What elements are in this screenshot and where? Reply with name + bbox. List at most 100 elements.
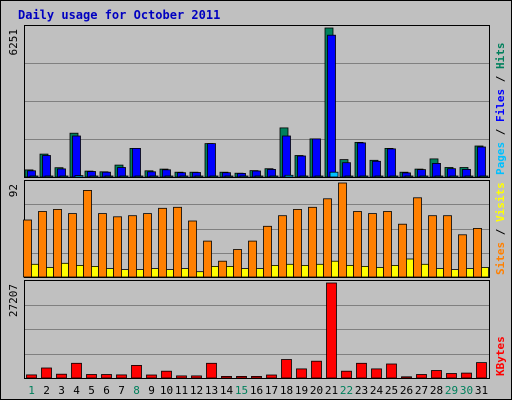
side-label: Pages / Files / Hits bbox=[494, 43, 507, 176]
bar-files-day-20 bbox=[312, 138, 321, 178]
bar-files-day-23 bbox=[357, 142, 366, 178]
bar-sites-day-26 bbox=[398, 223, 407, 278]
bar-kbytes-day-27 bbox=[416, 374, 427, 379]
day-label-24: 24 bbox=[370, 384, 384, 397]
bar-kbytes-day-14 bbox=[221, 375, 232, 379]
bar-kbytes-day-26 bbox=[401, 376, 412, 379]
day-label-31: 31 bbox=[475, 384, 488, 397]
bar-files-day-21 bbox=[327, 34, 336, 178]
day-label-11: 11 bbox=[175, 384, 188, 397]
bar-pages-day-3 bbox=[59, 175, 69, 178]
bar-files-day-18 bbox=[282, 135, 291, 178]
side-label-separator: / bbox=[494, 69, 507, 89]
side-label: Sites / Visits bbox=[494, 182, 507, 275]
bar-sites-day-6 bbox=[98, 213, 107, 278]
bar-sites-day-17 bbox=[263, 225, 272, 278]
bar-pages-day-24 bbox=[374, 175, 384, 178]
bar-pages-day-27 bbox=[419, 175, 429, 178]
bar-sites-day-14 bbox=[218, 260, 227, 278]
bar-kbytes-day-3 bbox=[56, 373, 67, 379]
bar-sites-day-29 bbox=[443, 215, 452, 278]
side-label-separator: / bbox=[494, 222, 507, 242]
bar-pages-day-16 bbox=[254, 175, 264, 178]
day-label-15: 15 bbox=[235, 384, 248, 397]
bar-kbytes-day-25 bbox=[386, 363, 397, 379]
bar-pages-day-20 bbox=[314, 175, 324, 178]
bar-kbytes-day-20 bbox=[311, 360, 322, 379]
bar-pages-day-17 bbox=[269, 175, 279, 178]
bar-kbytes-day-31 bbox=[476, 362, 487, 379]
bar-pages-day-6 bbox=[104, 175, 114, 178]
bar-sites-day-8 bbox=[128, 215, 137, 278]
bar-sites-day-22 bbox=[338, 182, 347, 278]
panel-hits-files-pages: 6251 Pages / Files / Hits bbox=[7, 25, 507, 178]
bar-sites-day-10 bbox=[158, 207, 167, 278]
bar-kbytes-day-13 bbox=[206, 362, 217, 379]
day-label-25: 25 bbox=[385, 384, 398, 397]
chart-title: Daily usage for October 2011 bbox=[18, 8, 220, 22]
bar-kbytes-day-30 bbox=[461, 372, 472, 379]
bar-sites-day-3 bbox=[53, 208, 62, 278]
bar-sites-day-16 bbox=[248, 240, 257, 278]
day-label-21: 21 bbox=[325, 384, 338, 397]
bar-pages-day-10 bbox=[164, 175, 174, 178]
bar-sites-day-19 bbox=[293, 208, 302, 278]
day-label-18: 18 bbox=[280, 384, 293, 397]
bar-sites-day-13 bbox=[203, 240, 212, 278]
bar-sites-day-27 bbox=[413, 197, 422, 278]
bar-kbytes-day-29 bbox=[446, 373, 457, 379]
day-label-23: 23 bbox=[355, 384, 368, 397]
bar-files-day-25 bbox=[387, 148, 396, 178]
bar-kbytes-day-10 bbox=[161, 370, 172, 379]
bar-kbytes-day-5 bbox=[86, 374, 97, 379]
bar-pages-day-19 bbox=[299, 175, 309, 178]
day-label-14: 14 bbox=[220, 384, 234, 397]
bar-sites-day-28 bbox=[428, 215, 437, 278]
day-label-22: 22 bbox=[340, 384, 353, 397]
day-label-3: 3 bbox=[58, 384, 65, 397]
day-label-6: 6 bbox=[103, 384, 110, 397]
bar-kbytes-day-15 bbox=[236, 375, 247, 379]
bar-kbytes-day-6 bbox=[101, 374, 112, 379]
panel-kbytes: 27207 KBytes bbox=[7, 280, 507, 379]
day-label-2: 2 bbox=[43, 384, 50, 397]
side-label-files: Files bbox=[494, 89, 507, 122]
bar-files-day-13 bbox=[207, 143, 216, 178]
bar-pages-day-22 bbox=[344, 175, 354, 178]
bar-kbytes-day-9 bbox=[146, 374, 157, 379]
bar-kbytes-day-24 bbox=[371, 368, 382, 379]
bar-kbytes-day-16 bbox=[251, 375, 262, 379]
bar-files-day-28 bbox=[432, 162, 441, 178]
bar-kbytes-day-11 bbox=[176, 375, 187, 379]
day-label-26: 26 bbox=[400, 384, 413, 397]
side-label-separator: / bbox=[494, 122, 507, 142]
bar-pages-day-26 bbox=[404, 175, 414, 178]
bar-pages-day-11 bbox=[179, 175, 189, 178]
day-labels: 1 2 3 4 5 6 7 8 9 10 11 12 13 14 15 16 17 18 19 20 21 22 23 24 2… bbox=[28, 384, 488, 397]
bar-pages-day-4 bbox=[74, 175, 84, 178]
bar-pages-day-13 bbox=[209, 175, 219, 178]
bar-kbytes-day-2 bbox=[41, 367, 52, 379]
bar-sites-day-23 bbox=[353, 211, 362, 278]
bar-files-day-31 bbox=[477, 146, 486, 178]
bar-files-day-2 bbox=[42, 155, 51, 178]
bar-pages-day-1 bbox=[29, 175, 39, 178]
bar-sites-day-25 bbox=[383, 211, 392, 278]
bar-pages-day-5 bbox=[89, 175, 99, 178]
bar-sites-day-30 bbox=[458, 234, 467, 278]
bar-pages-day-23 bbox=[359, 175, 369, 178]
day-label-4: 4 bbox=[73, 384, 80, 397]
ymax-label: 27207 bbox=[7, 284, 20, 317]
bar-sites-day-5 bbox=[83, 189, 92, 278]
day-label-16: 16 bbox=[250, 384, 263, 397]
bar-kbytes-day-21 bbox=[326, 282, 337, 379]
day-label-30: 30 bbox=[460, 384, 473, 397]
bar-kbytes-day-8 bbox=[131, 364, 142, 379]
bar-files-day-22 bbox=[342, 162, 351, 178]
bar-sites-day-21 bbox=[323, 198, 332, 278]
bar-pages-day-15 bbox=[239, 175, 249, 178]
bar-sites-day-15 bbox=[233, 249, 242, 278]
day-label-17: 17 bbox=[265, 384, 278, 397]
bar-kbytes-day-4 bbox=[71, 362, 82, 379]
